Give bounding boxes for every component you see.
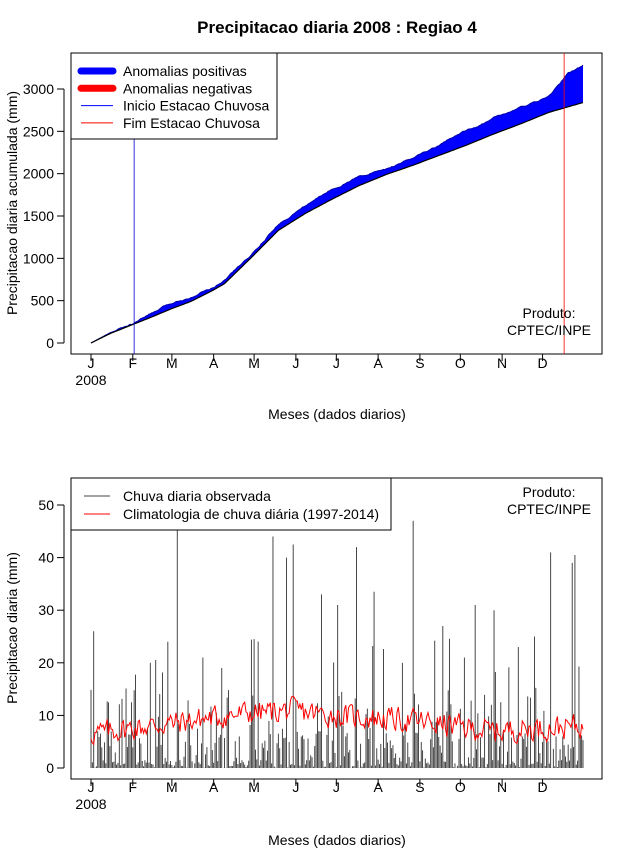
bottom-x-tick-label: O (455, 779, 466, 795)
bottom-x-tick-label: M (248, 779, 260, 795)
positive-anomaly-area (91, 65, 583, 343)
top-x-tick-label: J (333, 355, 340, 371)
top-x-tick-label: A (373, 355, 383, 371)
top-x-tick-label: O (455, 355, 466, 371)
bottom-x-tick-label: A (373, 779, 383, 795)
top-y-tick-label: 1000 (23, 250, 54, 266)
bottom-x-tick-label: F (129, 779, 138, 795)
top-legend-label: Fim Estacao Chuvosa (123, 115, 260, 131)
top-x-tick-label: N (497, 355, 507, 371)
top-legend-label: Inicio Estacao Chuvosa (123, 98, 270, 114)
top-x-tick-label: M (166, 355, 178, 371)
top-y-tick-label: 2500 (23, 123, 54, 139)
bottom-x-tick-label: J (292, 779, 299, 795)
bottom-y-tick-label: 10 (38, 707, 54, 723)
bottom-y-tick-label: 50 (38, 497, 54, 513)
daily-rain-bars (90, 520, 584, 768)
top-y-axis-label: Precipitacao diaria acumulada (mm) (4, 91, 20, 315)
bottom-y-tick-label: 40 (38, 550, 54, 566)
top-y-tick-label: 1500 (23, 208, 54, 224)
observed-accumulated-line (90, 64, 584, 344)
top-y-tick-label: 2000 (23, 166, 54, 182)
top-legend-box (70, 52, 278, 140)
bottom-x-tick-label: S (415, 779, 424, 795)
top-x-tick-label: J (292, 355, 299, 371)
bottom-legend-label: Chuva diaria observada (123, 488, 271, 504)
bottom-legend: Chuva diaria observada Climatologia de ch… (70, 477, 392, 531)
top-y-tick-label: 0 (46, 335, 54, 351)
bottom-year-label: 2008 (75, 796, 106, 812)
top-y-tick-label: 3000 (23, 81, 54, 97)
bottom-x-axis-label: Meses (dados diarios) (268, 832, 406, 848)
bottom-y-tick-label: 0 (46, 760, 54, 776)
top-product-label: Produto: (523, 305, 576, 321)
top-legend-label: Anomalias positivas (123, 63, 247, 79)
top-plot-area: 0 500 1000 1500 2000 2500 3000 J F M A M J J A S O N D Anom… (23, 52, 584, 371)
top-x-tick-label: M (248, 355, 260, 371)
bottom-x-tick-label: A (209, 779, 219, 795)
top-x-axis-label: Meses (dados diarios) (268, 406, 406, 422)
top-legend-label: Anomalias negativas (123, 80, 252, 96)
bottom-y-tick-label: 20 (38, 655, 54, 671)
top-year-label: 2008 (75, 372, 106, 388)
climatology-daily-line (90, 695, 584, 746)
bottom-y-tick-label: 30 (38, 602, 54, 618)
bottom-legend-box (70, 477, 392, 531)
bottom-x-tick-label: D (537, 779, 547, 795)
chart-title: Precipitacao diaria 2008 : Regiao 4 (197, 18, 477, 37)
bottom-product-org-label: CPTEC/INPE (507, 501, 591, 517)
top-x-tick-label: A (209, 355, 219, 371)
top-x-tick-label: S (415, 355, 424, 371)
top-product-org-label: CPTEC/INPE (507, 322, 591, 338)
top-x-tick-label: F (129, 355, 138, 371)
top-y-tick-label: 500 (31, 293, 55, 309)
top-x-tick-label: D (537, 355, 547, 371)
climatology-accumulated-line (90, 101, 584, 344)
bottom-x-tick-label: J (333, 779, 340, 795)
bottom-x-tick-label: N (497, 779, 507, 795)
bottom-legend-label: Climatologia de chuva diária (1997-2014) (123, 506, 379, 522)
bottom-x-tick-label: M (166, 779, 178, 795)
bottom-y-axis-label: Precipitacao diaria (mm) (4, 552, 20, 704)
top-x-tick-label: J (88, 355, 95, 371)
bottom-x-tick-label: J (88, 779, 95, 795)
bottom-product-label: Produto: (523, 484, 576, 500)
bottom-plot-area: 0 10 20 30 40 50 J F M A M J J A S O N D Chuva diaria obse… (38, 477, 584, 795)
